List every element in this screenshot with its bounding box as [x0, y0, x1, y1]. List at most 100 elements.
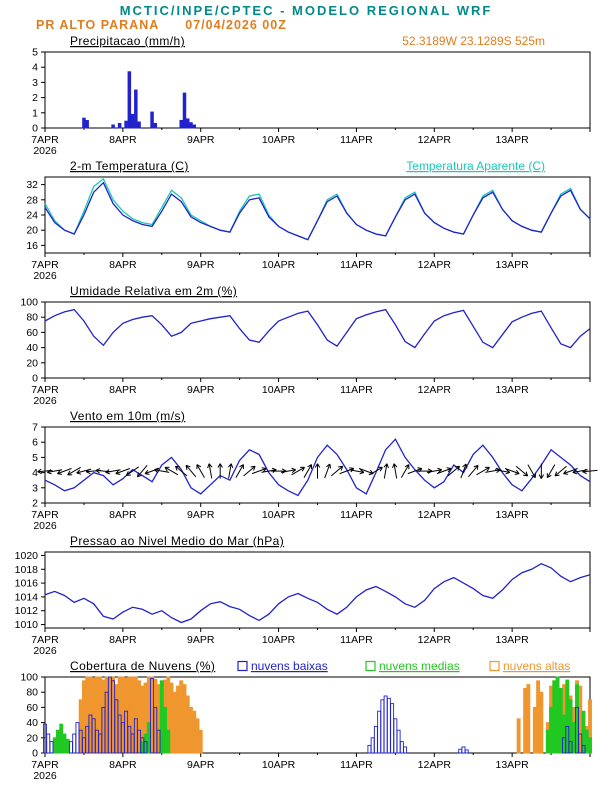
- bar: [562, 714, 566, 754]
- wind-arrow-head: [314, 463, 318, 468]
- wind-arrow-head: [317, 463, 321, 468]
- wind-arrow-head: [572, 471, 578, 475]
- x-tick-label: 9APR: [187, 759, 215, 771]
- x-tick-label: 13APR: [496, 509, 530, 521]
- bar: [150, 111, 154, 129]
- x-tick-label: 12APR: [418, 634, 452, 646]
- bar: [56, 729, 60, 754]
- model-title: MCTIC/INPE/CPTEC - MODELO REGIONAL WRF: [119, 3, 493, 18]
- wind-arrow-head: [262, 468, 267, 473]
- wind-arrow-head: [393, 463, 398, 468]
- bar: [571, 722, 576, 754]
- wind-arrow-head: [47, 471, 52, 475]
- wind-arrow: [563, 468, 578, 475]
- wind-arrow: [447, 465, 460, 477]
- wind-arrow: [196, 464, 205, 478]
- wind-arrow: [393, 463, 398, 479]
- wind-arrow: [115, 468, 131, 475]
- bar: [49, 741, 54, 754]
- bar: [179, 119, 183, 129]
- x-axis-year: 2026: [33, 395, 57, 407]
- series-line: [44, 562, 591, 624]
- bar: [575, 684, 579, 754]
- bar: [189, 122, 193, 129]
- x-tick-label: 9APR: [187, 134, 215, 146]
- wind-arrow: [185, 465, 197, 478]
- bar: [192, 124, 196, 129]
- y-tick-label: 1020: [15, 550, 39, 562]
- y-tick-label: 0: [32, 123, 38, 135]
- run-datetime: 07/04/2026 00Z: [185, 18, 287, 32]
- bar: [526, 684, 531, 754]
- legend-swatch-2: [365, 660, 376, 672]
- wind-arrow-head: [447, 468, 452, 473]
- wind-arrow-head: [437, 467, 442, 471]
- y-tick-label: 5: [32, 47, 38, 59]
- panel-mslp: Pressao ao Nivel Medio do Mar (hPa) 1010 1…: [15, 534, 591, 657]
- x-tick-label: 9APR: [187, 634, 215, 646]
- y-tick-label: 60: [26, 327, 38, 339]
- y-tick-label: 1012: [15, 605, 39, 617]
- y-tick-label: 4: [32, 467, 38, 479]
- y-tick-label: 40: [26, 342, 38, 354]
- bar: [464, 749, 469, 754]
- wind-arrow-head: [582, 471, 587, 475]
- panel-title: Umidade Relativa em 2m (%): [70, 284, 237, 298]
- wind-arrow-head: [515, 469, 520, 474]
- bar: [185, 118, 190, 129]
- y-tick-label: 0: [32, 373, 38, 385]
- wind-arrow-head: [523, 474, 528, 477]
- bar: [127, 71, 132, 129]
- wind-arrow: [426, 469, 442, 473]
- wind-arrow-head: [105, 471, 111, 475]
- plot-frame: [44, 301, 591, 379]
- wind-arrow-head: [144, 469, 149, 474]
- bar: [581, 710, 586, 754]
- bar: [578, 733, 583, 754]
- bar: [182, 684, 187, 754]
- bar: [399, 741, 404, 754]
- wind-arrow-head: [291, 469, 297, 474]
- legend-label-3: nuvens altas: [503, 659, 570, 673]
- x-tick-label: 9APR: [187, 259, 215, 271]
- wind-arrow-head: [379, 467, 383, 472]
- wind-arrow: [407, 468, 423, 475]
- wind-arrow: [57, 468, 72, 475]
- x-axis-year: 2026: [33, 645, 57, 657]
- wind-arrow-head: [67, 470, 71, 476]
- wind-arrow: [67, 466, 81, 476]
- bar: [386, 697, 391, 754]
- panel-wind-10m: Vento em 10m (m/s) 2 3 4 5 6 7 7APR 8APR 9APR 10AP…: [31, 409, 598, 532]
- wind-arrow: [235, 464, 244, 478]
- series-line: [44, 438, 591, 497]
- wind-arrow: [460, 463, 467, 479]
- bar: [458, 748, 463, 754]
- panel-title: Cobertura de Nuvens (%): [70, 659, 215, 673]
- x-tick-label: 10APR: [262, 634, 296, 646]
- wind-arrow-head: [227, 463, 232, 468]
- wind-arrow-head: [392, 463, 395, 469]
- x-tick-label: 11APR: [340, 509, 373, 521]
- y-tick-label: 16: [26, 240, 38, 252]
- x-tick-label: 8APR: [109, 634, 137, 646]
- bar: [581, 744, 586, 754]
- wind-arrow-head: [185, 464, 191, 468]
- wind-arrow-head: [250, 465, 256, 468]
- wind-arrow-head: [76, 469, 81, 474]
- wind-arrow-head: [196, 464, 202, 468]
- x-tick-label: 12APR: [418, 134, 452, 146]
- x-tick-label: 11APR: [340, 259, 373, 271]
- wind-arrow-head: [208, 463, 213, 468]
- panel-title: Pressao ao Nivel Medio do Mar (hPa): [70, 534, 284, 548]
- bar: [143, 741, 148, 754]
- x-tick-label: 7APR: [31, 759, 59, 771]
- legend-swatch-1: [237, 660, 248, 672]
- panel-relative-humidity: Umidade Relativa em 2m (%) 0 20 40 60 80 100 7A…: [20, 284, 591, 407]
- wind-arrow-head: [359, 471, 364, 475]
- wind-arrow-head: [57, 473, 62, 475]
- wind-arrow-head: [301, 467, 305, 472]
- wind-arrow: [137, 465, 148, 478]
- wind-arrow-head: [427, 468, 433, 472]
- wind-arrow-head: [495, 467, 501, 471]
- bar: [532, 706, 537, 754]
